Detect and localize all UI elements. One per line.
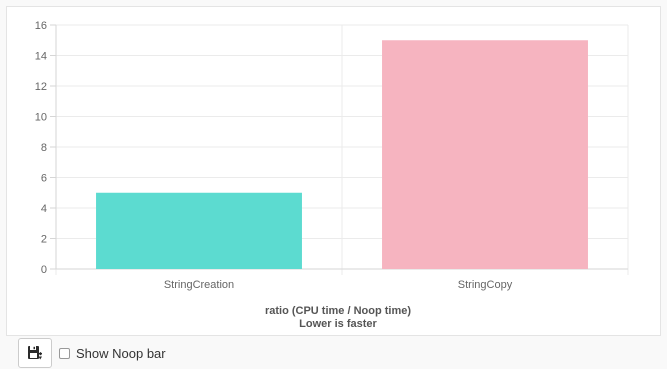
y-tick-label: 12 (35, 81, 47, 93)
x-category-label: StringCreation (164, 279, 234, 291)
y-tick-labels: 0 2 4 6 8 10 12 14 16 (35, 20, 47, 276)
y-tick-label: 0 (41, 264, 47, 276)
show-noop-checkbox[interactable] (59, 347, 70, 359)
y-tick-label: 8 (41, 142, 47, 154)
y-tick-label: 10 (35, 112, 47, 124)
bar-stringcreation[interactable] (96, 192, 302, 269)
y-tick-label: 14 (35, 51, 47, 63)
x-axis-title: ratio (CPU time / Noop time) (265, 305, 411, 317)
y-tick-label: 6 (41, 173, 47, 185)
save-image-icon (28, 346, 42, 360)
x-axis-subtitle: Lower is faster (299, 318, 377, 330)
bar-stringcopy[interactable] (382, 40, 588, 269)
chart-controls: Show Noop bar (18, 338, 166, 368)
bars (96, 40, 588, 269)
bar-chart: 0 2 4 6 8 10 12 14 16 StringCreation StringCopy r… (35, 20, 629, 330)
show-noop-label: Show Noop bar (76, 345, 166, 361)
y-tick-label: 16 (35, 20, 47, 32)
save-image-button[interactable] (18, 338, 52, 368)
y-tick-label: 2 (41, 234, 47, 246)
x-category-label: StringCopy (458, 279, 513, 291)
y-tick-label: 4 (41, 203, 47, 215)
x-category-labels: StringCreation StringCopy (164, 279, 513, 291)
